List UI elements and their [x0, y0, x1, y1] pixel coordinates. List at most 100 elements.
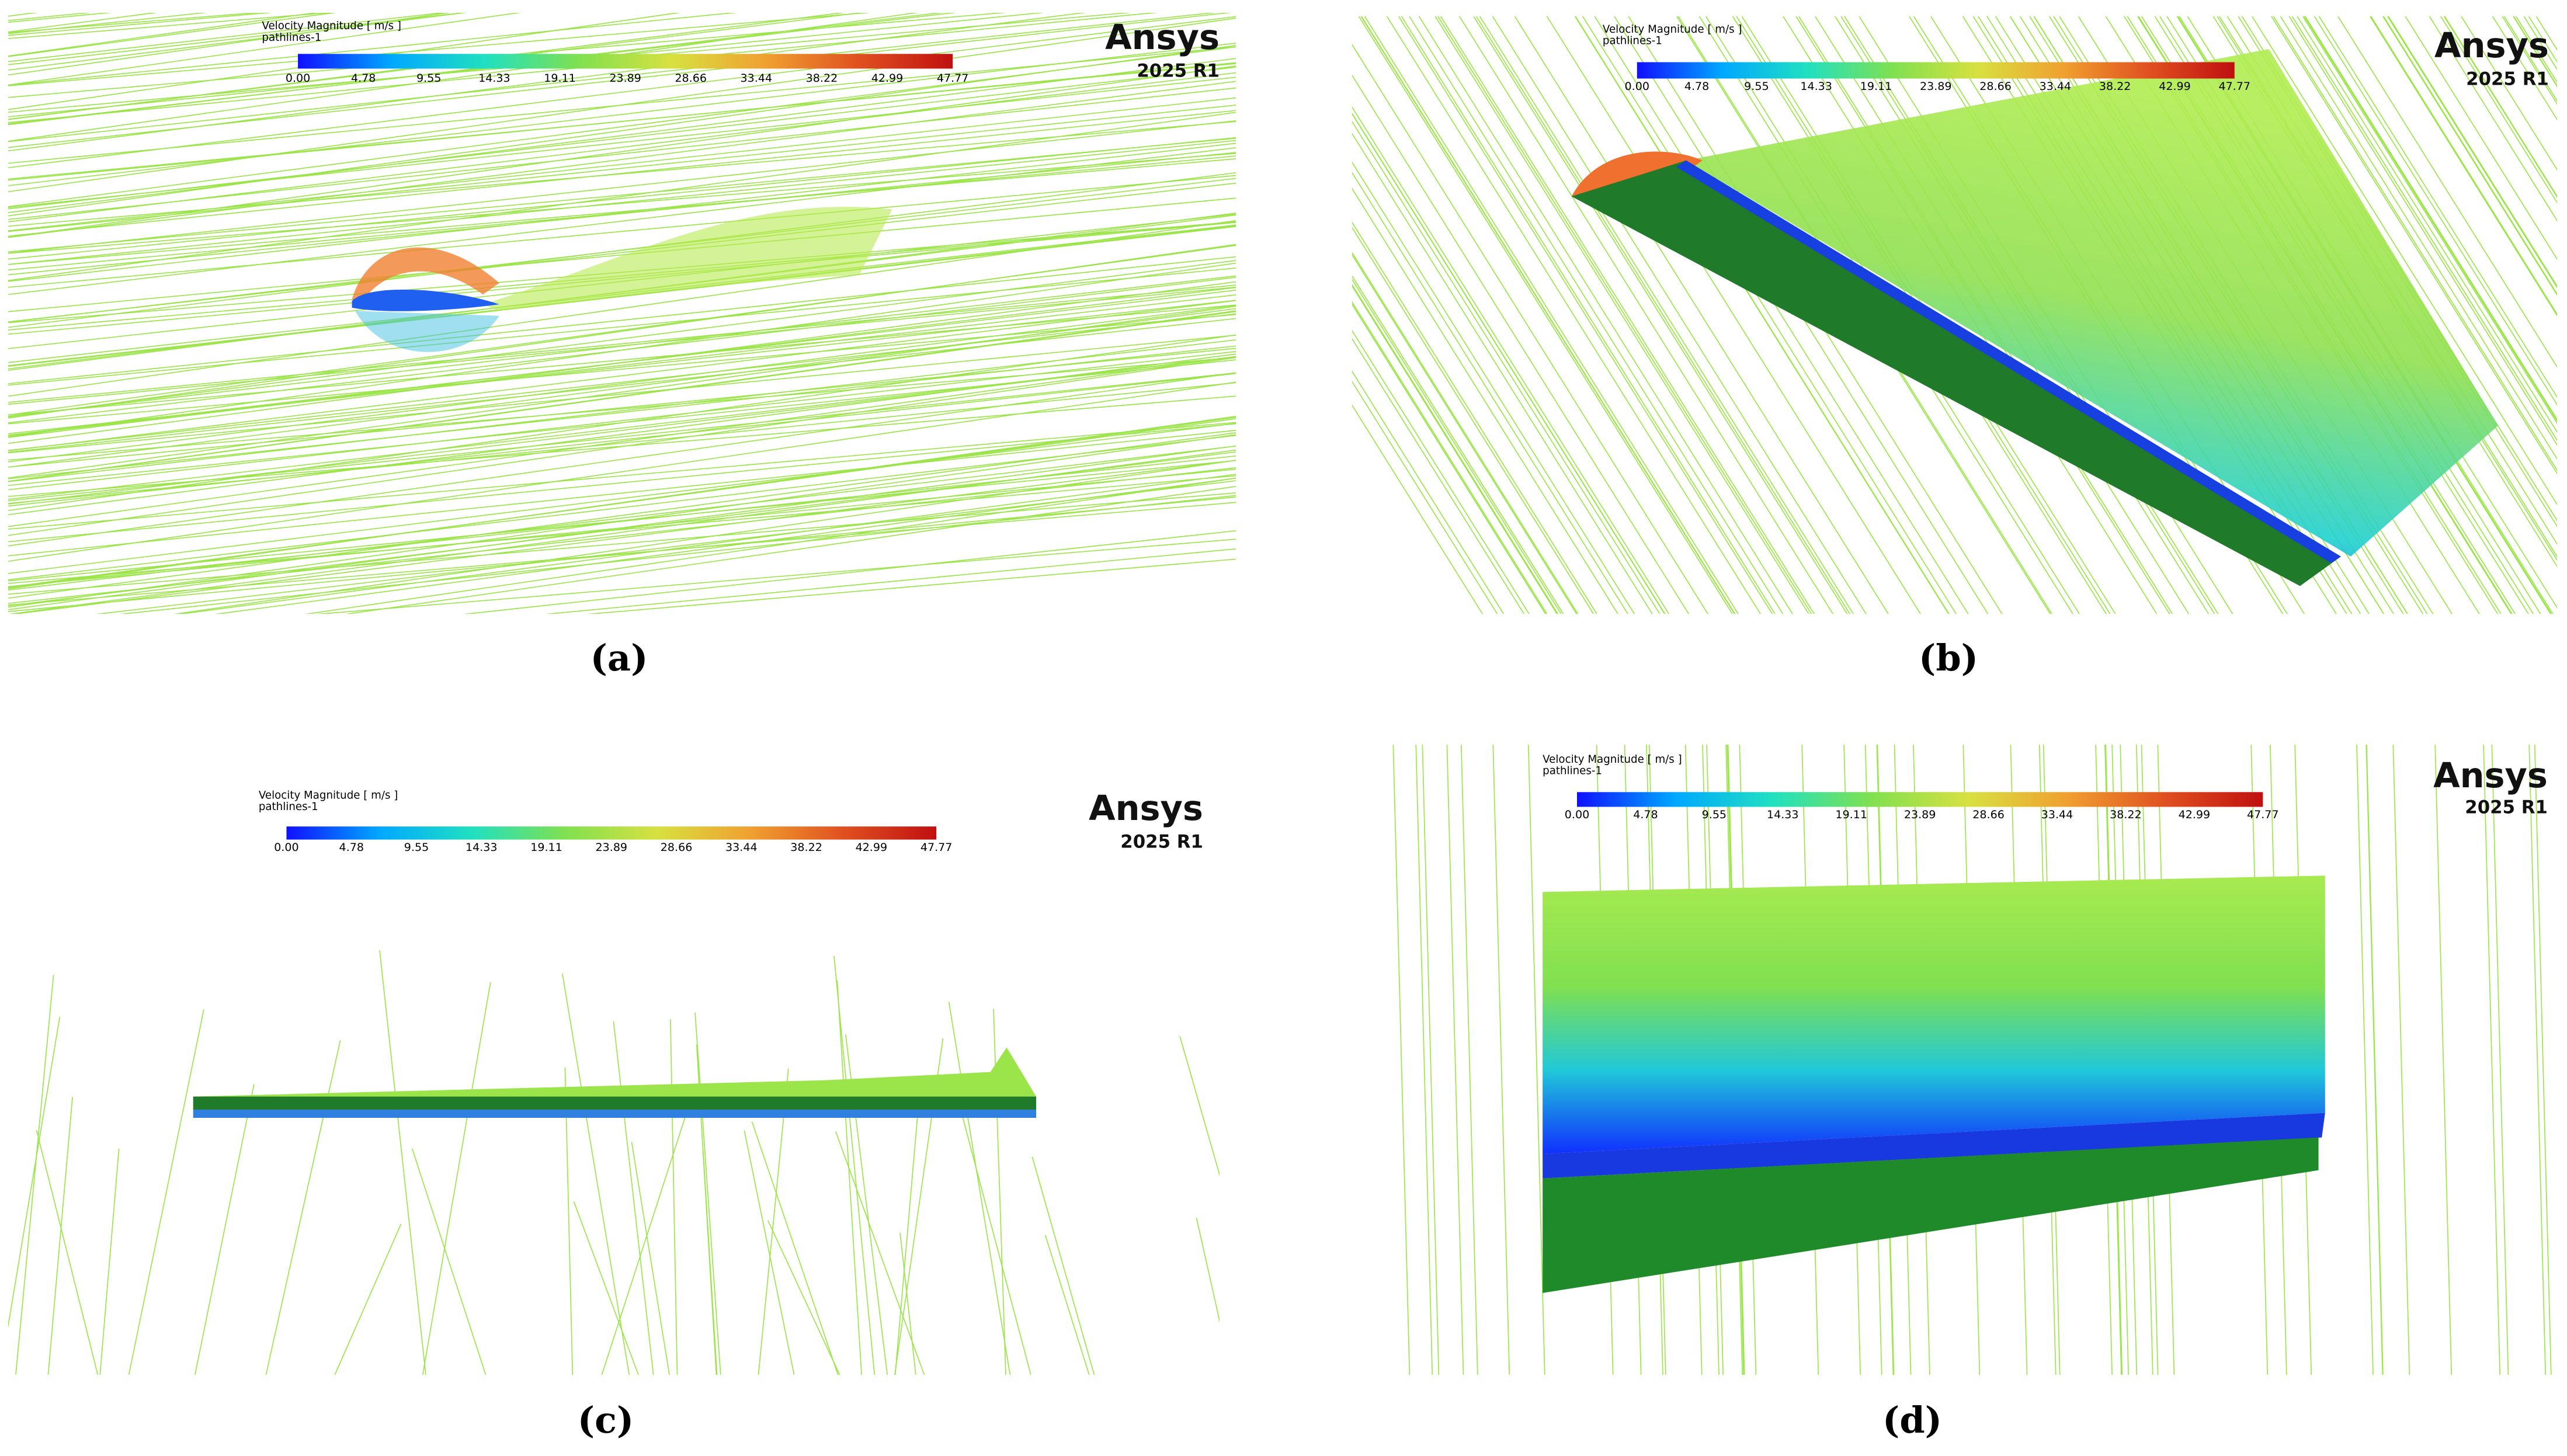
pathline: [1352, 172, 1628, 614]
pathline: [128, 1009, 204, 1375]
pathline: [1352, 381, 1498, 614]
colorbar-tick-label: 47.77: [937, 72, 969, 85]
pathline: [1361, 16, 1736, 614]
wing: [1543, 1137, 2319, 1293]
pathline: [2440, 16, 2557, 204]
colorbar-tick-label: 33.44: [741, 72, 773, 85]
colorbar: [286, 826, 937, 840]
pathline: [8, 313, 1236, 451]
pathline: [1352, 227, 1595, 614]
pathline: [2297, 16, 2557, 433]
scene: [8, 950, 1220, 1375]
pathline: [8, 120, 1236, 254]
wing: [1571, 160, 2341, 586]
pathline: [8, 423, 1236, 543]
pathline: [8, 310, 1236, 482]
pathline: [8, 284, 1236, 403]
colorbar-tick-label: 19.11: [530, 841, 562, 854]
colorbar-tick-label: 14.33: [478, 72, 510, 85]
pathline: [758, 1068, 789, 1375]
pathline: [833, 955, 876, 1375]
pathline: [601, 1085, 696, 1375]
pathline: [1574, 16, 1950, 614]
pathline: [2288, 16, 2557, 446]
pathline: [8, 492, 1236, 595]
pathline: [1358, 16, 1733, 614]
pathline: [8, 345, 1236, 479]
legend-title: Velocity Magnitude [ m/s ]: [1543, 753, 1682, 766]
pathline: [8, 58, 1236, 213]
pathline: [899, 1232, 916, 1375]
brand-version: 2025 R1: [1137, 61, 1220, 82]
pathline: [8, 67, 1236, 210]
pathline: [8, 496, 1236, 612]
pathline: [1434, 16, 1809, 614]
pathline: [836, 980, 862, 1375]
pathline: [99, 1148, 120, 1375]
pathline: [8, 304, 1236, 463]
pathline: [8, 13, 737, 86]
pathline: [8, 1017, 61, 1329]
pathline: [1364, 16, 1739, 614]
colorbar: [298, 54, 953, 69]
brand-name: Ansys: [1105, 17, 1220, 57]
pathline: [1409, 16, 1784, 614]
pathline: [8, 13, 1232, 148]
pathline: [2535, 16, 2557, 51]
scene: [1392, 745, 2552, 1375]
pathline: [767, 1220, 840, 1375]
pathline: [463, 530, 1236, 614]
pathline: [1628, 16, 2003, 614]
pathline: [8, 318, 1236, 453]
pathline: [2513, 16, 2557, 87]
legend-subtitle: pathlines-1: [1543, 765, 1602, 777]
pathline: [1492, 16, 1867, 614]
pathline: [1527, 745, 1545, 1375]
pathline: [2429, 16, 2557, 222]
pathline: [315, 538, 1236, 614]
pathline: [8, 13, 468, 71]
colorbar-tick-label: 38.22: [2099, 80, 2131, 93]
pathline: [8, 260, 1236, 418]
pathline: [411, 1148, 487, 1375]
brand-name: Ansys: [1089, 788, 1203, 828]
colorbar-tick-label: 19.11: [1860, 80, 1892, 93]
pathline: [1594, 16, 1969, 614]
pathline: [669, 1019, 678, 1375]
pathline: [173, 460, 1236, 614]
pathline: [8, 13, 467, 65]
brand-version: 2025 R1: [1120, 832, 1203, 853]
pathline: [958, 1102, 1031, 1375]
colorbar-tick-label: 4.78: [1684, 80, 1709, 93]
pathline: [8, 137, 1236, 260]
pathline: [562, 973, 630, 1375]
pathline: [8, 432, 1236, 599]
legend-title: Velocity Magnitude [ m/s ]: [1603, 23, 1742, 36]
colorbar-tick-label: 4.78: [339, 841, 364, 854]
wing-band: [1543, 1113, 2325, 1179]
colorbar-tick-label: 47.77: [920, 841, 953, 854]
pathline: [8, 182, 1236, 322]
pathline: [8, 356, 1236, 527]
flow-bottom: [355, 311, 499, 352]
pathline: [1352, 329, 1530, 614]
pathline: [8, 13, 337, 57]
colorbar-tick-label: 0.00: [274, 841, 298, 854]
pathline: [1546, 16, 1921, 614]
pathline: [1422, 745, 1440, 1375]
pathline: [2314, 16, 2557, 406]
colorbar-tick-label: 38.22: [806, 72, 838, 85]
pathline: [265, 1040, 341, 1375]
pathline: [2382, 16, 2557, 296]
scene: [1352, 16, 2557, 614]
pathline: [2534, 745, 2552, 1375]
pathline: [2370, 16, 2557, 317]
pathline: [8, 13, 260, 33]
pathline: [1352, 113, 1665, 614]
colorbar-tick-label: 14.33: [466, 841, 498, 854]
pathline: [1437, 16, 1812, 614]
pathline: [8, 147, 1236, 296]
pathline: [1415, 745, 1433, 1375]
pathline: [2366, 745, 2384, 1375]
